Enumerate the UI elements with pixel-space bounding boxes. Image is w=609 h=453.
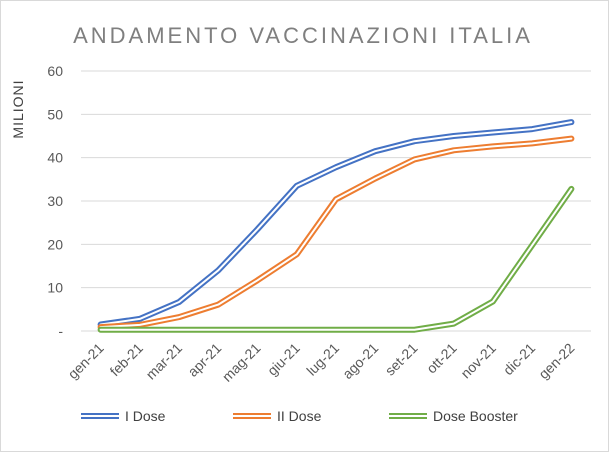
- legend: I Dose II Dose Dose Booster: [81, 408, 518, 424]
- x-tick-label: dic-21: [500, 340, 538, 378]
- x-tick-label: gen-22: [535, 340, 577, 382]
- y-axis: - 10 20 30 40 50 60: [47, 63, 63, 339]
- y-tick-label: 20: [47, 236, 63, 252]
- series-line: [97, 185, 575, 333]
- x-tick-label: gen-21: [65, 340, 107, 382]
- legend-item: II Dose: [233, 408, 322, 424]
- y-tick-label: 60: [47, 63, 63, 79]
- legend-label: II Dose: [277, 408, 322, 424]
- gridlines: [81, 70, 591, 332]
- x-tick-label: mag-21: [219, 340, 264, 385]
- y-tick-label: 10: [47, 280, 63, 296]
- x-tick-label: ott-21: [423, 340, 460, 377]
- x-tick-label: set-21: [382, 340, 421, 379]
- series-line: [97, 135, 575, 331]
- x-tick-label: feb-21: [107, 340, 147, 380]
- x-tick-label: nov-21: [457, 340, 499, 382]
- x-tick-label: lug-21: [303, 340, 342, 379]
- y-tick-label: 40: [47, 150, 63, 166]
- y-tick-label: 50: [47, 106, 63, 122]
- legend-label: Dose Booster: [433, 408, 518, 424]
- x-tick-label: ago-21: [339, 340, 381, 382]
- x-tick-label: giu-21: [264, 340, 303, 379]
- x-tick-label: mar-21: [143, 340, 186, 383]
- y-tick-label: -: [58, 323, 63, 339]
- y-tick-label: 30: [47, 193, 63, 209]
- y-axis-title: MILIONI: [10, 79, 26, 138]
- series-lines: [97, 119, 575, 333]
- legend-item: Dose Booster: [389, 408, 518, 424]
- legend-item: I Dose: [81, 408, 166, 424]
- series-line: [97, 119, 575, 328]
- chart-title: ANDAMENTO VACCINAZIONI ITALIA: [73, 23, 533, 48]
- legend-label: I Dose: [125, 408, 166, 424]
